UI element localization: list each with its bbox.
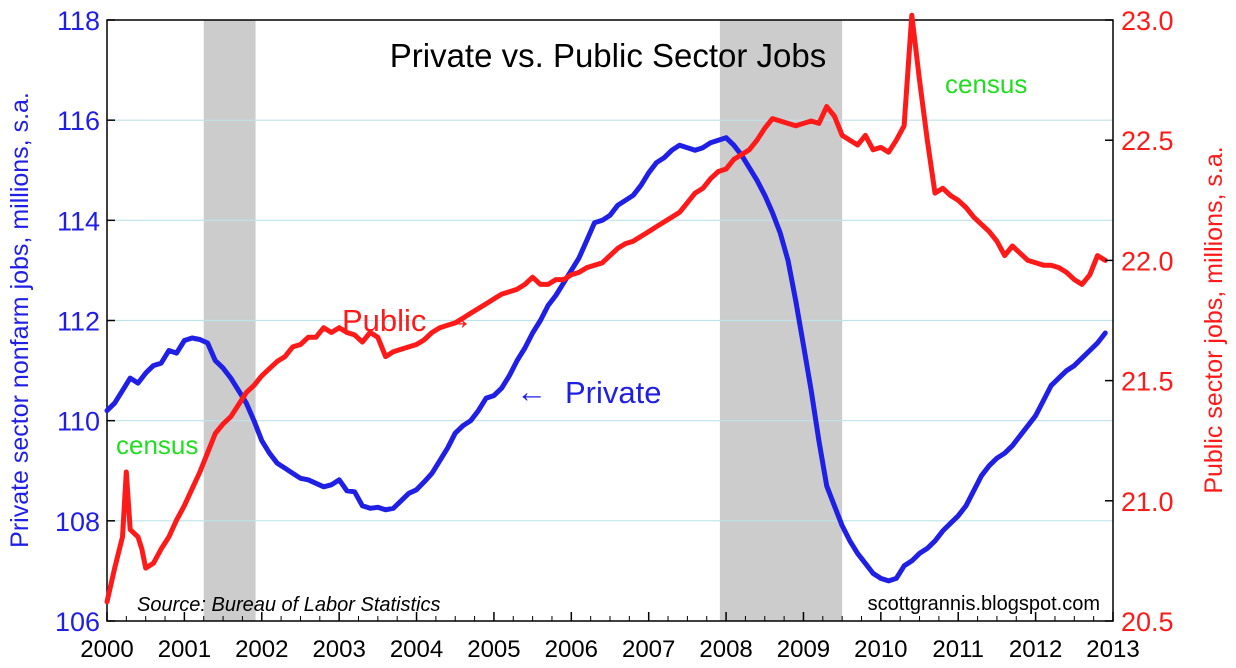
public-arrow: → bbox=[442, 301, 473, 336]
y-right-tick-21.5: 21.5 bbox=[1121, 367, 1174, 397]
series-lines bbox=[104, 12, 1108, 605]
y-right-tick-22.0: 22.0 bbox=[1121, 246, 1174, 276]
x-tick-2008: 2008 bbox=[699, 636, 752, 663]
x-tick-2012: 2012 bbox=[1009, 636, 1062, 663]
series-line-public bbox=[104, 12, 1108, 605]
y-left-tick-116: 116 bbox=[57, 106, 100, 136]
y-left-tick-108: 108 bbox=[55, 507, 100, 537]
y-axis-left-label: Private sector nonfarm jobs, millions, s… bbox=[6, 92, 34, 548]
y-axis-right-label: Public sector jobs, millions, s.a. bbox=[1200, 146, 1228, 493]
gridlines bbox=[107, 119, 1113, 522]
y-left-tick-118: 118 bbox=[57, 6, 100, 36]
y-left-tick-106: 106 bbox=[55, 607, 100, 637]
x-tick-2000: 2000 bbox=[80, 636, 133, 663]
source-note: Source: Bureau of Labor Statistics bbox=[137, 594, 441, 616]
x-tick-2009: 2009 bbox=[777, 636, 830, 663]
x-tick-2011: 2011 bbox=[932, 636, 984, 663]
y-left-tick-112: 112 bbox=[57, 307, 100, 337]
x-tick-2001: 2001 bbox=[158, 636, 211, 663]
x-tick-2004: 2004 bbox=[390, 636, 443, 663]
y-left-tick-114: 114 bbox=[57, 206, 100, 236]
private-arrow: ← bbox=[516, 374, 547, 409]
x-tick-2013: 2013 bbox=[1086, 636, 1139, 663]
y-right-tick-22.5: 22.5 bbox=[1121, 126, 1174, 156]
x-tick-2010: 2010 bbox=[854, 636, 907, 663]
public-series-label: Public bbox=[342, 303, 426, 338]
y-right-tick-20.5: 20.5 bbox=[1121, 607, 1174, 637]
census-label-2000: census bbox=[116, 430, 198, 460]
x-tick-2007: 2007 bbox=[622, 636, 675, 663]
x-tick-2006: 2006 bbox=[545, 636, 598, 663]
x-tick-2003: 2003 bbox=[312, 636, 365, 663]
private-series-label: Private bbox=[565, 375, 661, 410]
x-tick-2005: 2005 bbox=[467, 636, 520, 663]
credit-note: scottgrannis.blogspot.com bbox=[868, 593, 1100, 615]
y-left-tick-110: 110 bbox=[57, 407, 100, 437]
y-right-tick-21.0: 21.0 bbox=[1121, 487, 1174, 517]
y-right-tick-23.0: 23.0 bbox=[1121, 6, 1174, 36]
series-line-private bbox=[104, 135, 1108, 584]
axis-ticks: 106 108 110 112 114 116 118 20.5 21.0 21.5 22.0 22.… bbox=[55, 6, 1174, 663]
census-label-2010: census bbox=[945, 69, 1027, 99]
chart-title: Private vs. Public Sector Jobs bbox=[390, 37, 827, 74]
x-tick-2002: 2002 bbox=[235, 636, 288, 663]
